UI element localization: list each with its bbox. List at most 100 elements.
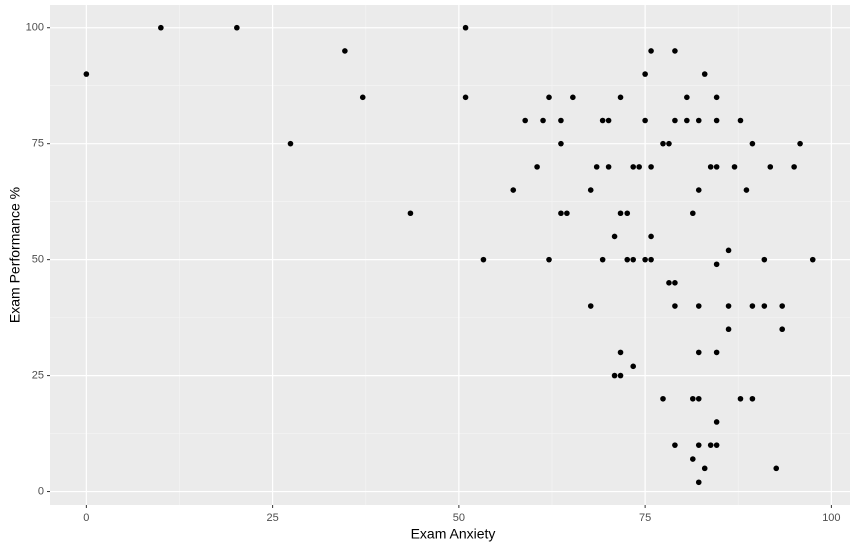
point [636, 164, 642, 170]
x-tick-label: 75 [639, 512, 651, 524]
y-tick-label: 0 [38, 485, 44, 497]
point [707, 164, 714, 170]
point [749, 140, 756, 147]
point [587, 187, 594, 193]
point [672, 280, 678, 286]
point [648, 233, 654, 240]
y-tick-label: 50 [32, 254, 44, 266]
point [660, 140, 666, 147]
point [695, 479, 702, 486]
point [713, 419, 720, 425]
point [695, 349, 702, 356]
x-tick-label: 25 [266, 512, 278, 524]
point [630, 164, 636, 170]
point [558, 140, 564, 147]
point [725, 303, 732, 309]
point [462, 94, 469, 101]
point [522, 117, 528, 124]
point [570, 94, 576, 101]
point [690, 395, 696, 402]
x-axis-title: Exam Anxiety [411, 526, 496, 542]
point [761, 256, 768, 263]
point [713, 94, 720, 101]
point [611, 372, 618, 379]
point [599, 117, 606, 124]
point [666, 140, 672, 147]
point [701, 71, 708, 77]
point [684, 94, 690, 101]
point [564, 210, 570, 217]
point [713, 164, 720, 170]
panel [50, 5, 850, 505]
point [617, 210, 624, 217]
point [546, 256, 552, 263]
point [624, 210, 631, 217]
point [725, 326, 732, 333]
point [599, 256, 606, 263]
point [359, 94, 366, 101]
point [558, 210, 564, 217]
point [666, 280, 672, 286]
point [546, 94, 552, 101]
point [749, 303, 756, 309]
point [617, 94, 624, 101]
point [648, 164, 654, 170]
point [480, 256, 487, 263]
point [605, 164, 612, 170]
point [462, 24, 469, 31]
point [791, 164, 797, 170]
point [809, 256, 816, 263]
point [624, 256, 631, 263]
point [779, 326, 786, 333]
point [660, 395, 666, 402]
point [287, 140, 294, 147]
point [611, 233, 618, 240]
point [695, 303, 702, 309]
point [642, 117, 648, 124]
point [690, 456, 696, 462]
y-tick-label: 100 [26, 22, 44, 34]
point [672, 303, 678, 309]
point [701, 465, 708, 472]
point [737, 117, 744, 124]
point [761, 303, 768, 309]
point [731, 164, 738, 170]
point [725, 247, 732, 254]
point [672, 442, 678, 448]
point [773, 465, 780, 472]
point [83, 71, 90, 77]
point [534, 164, 540, 170]
point [558, 117, 564, 124]
point [648, 48, 654, 54]
point [234, 24, 240, 31]
point [158, 24, 164, 31]
point [672, 117, 678, 124]
point [737, 395, 744, 402]
point [695, 117, 702, 124]
point [540, 117, 546, 124]
point [707, 442, 714, 448]
point [648, 256, 654, 263]
point [587, 303, 594, 309]
point [672, 48, 678, 54]
point [342, 48, 348, 54]
x-tick-label: 100 [822, 512, 840, 524]
point [510, 187, 517, 193]
point [630, 363, 636, 370]
point [695, 187, 702, 193]
point [743, 187, 750, 193]
point [617, 349, 624, 356]
point [617, 372, 624, 379]
point [684, 117, 690, 124]
point [713, 349, 720, 356]
y-axis-title: Exam Performance % [7, 187, 23, 323]
point [797, 140, 803, 147]
y-tick-label: 25 [32, 369, 44, 381]
point [713, 442, 720, 448]
point [767, 164, 774, 170]
point [605, 117, 612, 124]
point [642, 256, 648, 263]
point [749, 395, 756, 402]
point [779, 303, 786, 309]
